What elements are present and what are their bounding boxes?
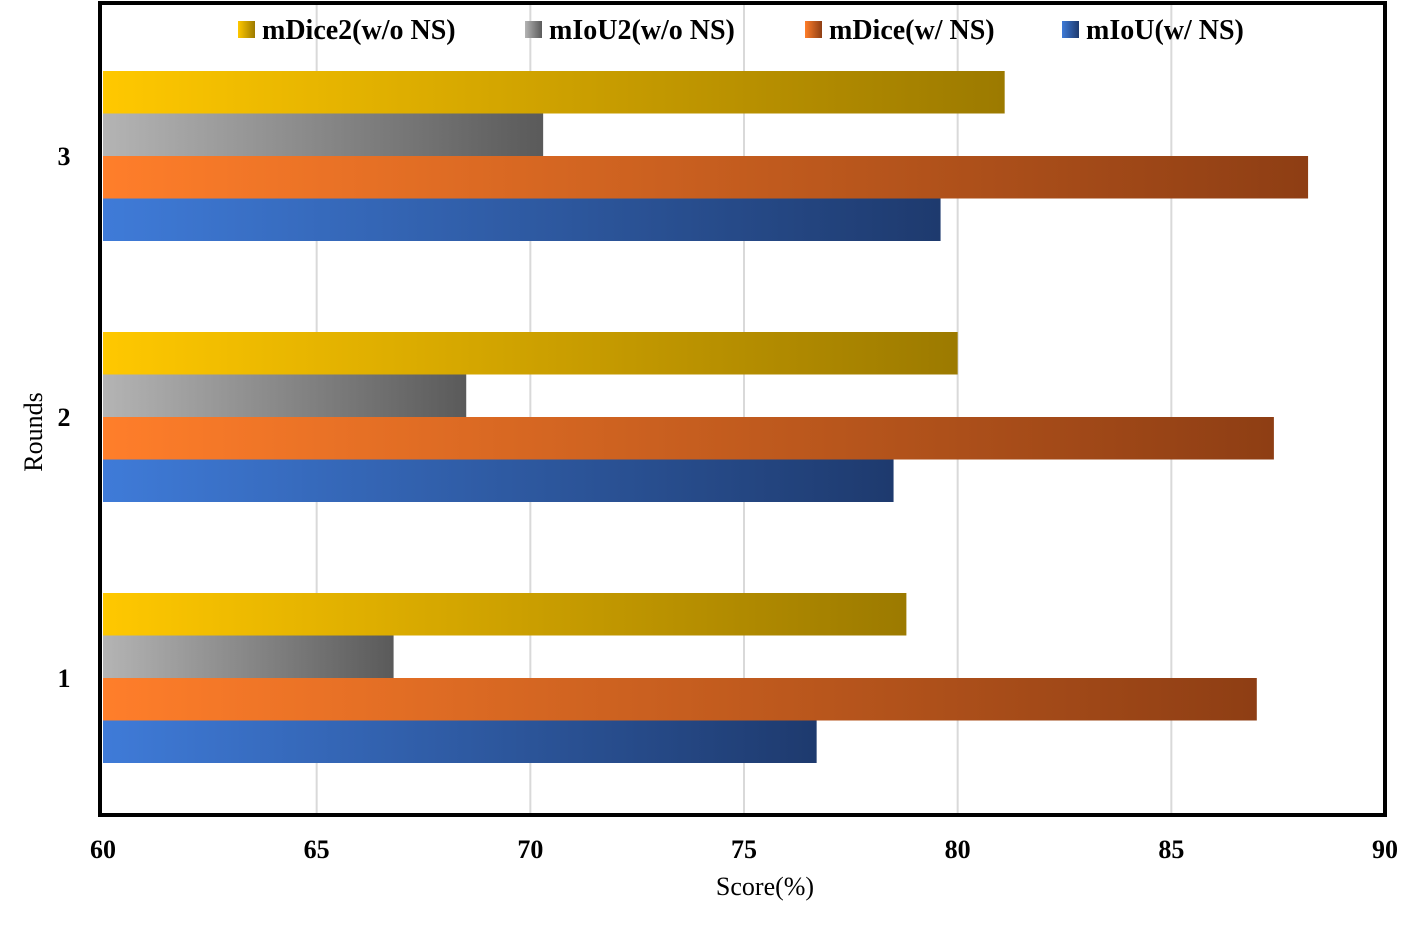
plot-frame: [98, 1, 1387, 817]
bar-mdice2-w-o-ns-round-1: [103, 593, 907, 636]
x-tick-label: 75: [731, 835, 757, 864]
legend-label-mdice-w-ns: mDice(w/ NS): [829, 15, 995, 46]
x-axis-title: Score(%): [716, 872, 814, 901]
y-tick-label: 1: [58, 664, 71, 693]
bar-miou2-w-o-ns-round-1: [103, 635, 394, 678]
bar-mdice2-w-o-ns-round-2: [103, 332, 958, 375]
bar-mdice-w-ns-round-2: [103, 417, 1274, 460]
legend: mDice2(w/o NS) mIoU2(w/o NS) mDice(w/ NS) m…: [238, 15, 1244, 46]
bar-miou2-w-o-ns-round-3: [103, 113, 544, 156]
legend-label-miou-w-ns: mIoU(w/ NS): [1086, 15, 1244, 46]
y-tick-label: 2: [58, 403, 71, 432]
x-tick-label: 65: [304, 835, 330, 864]
y-axis-title: Rounds: [19, 392, 48, 471]
y-tick-label: 3: [58, 142, 71, 171]
bar-miou-w-ns-round-3: [103, 198, 941, 241]
x-tick-label: 80: [945, 835, 971, 864]
legend-swatch-miou-w-ns: [1062, 21, 1079, 38]
y-tick-labels: 1 2 3: [58, 142, 71, 693]
legend-swatch-mdice2-w-o-ns: [238, 21, 255, 38]
bar-miou-w-ns-round-1: [103, 720, 817, 763]
x-tick-label: 90: [1372, 835, 1398, 864]
bar-mdice-w-ns-round-3: [103, 156, 1309, 199]
legend-label-mdice2-w-o-ns: mDice2(w/o NS): [262, 15, 456, 46]
bars: [103, 71, 1309, 763]
bar-miou-w-ns-round-2: [103, 459, 894, 502]
legend-swatch-miou2-w-o-ns: [525, 21, 542, 38]
x-tick-labels: 60 65 70 75 80 85 90: [90, 835, 1398, 864]
x-tick-label: 70: [517, 835, 543, 864]
x-tick-label: 60: [90, 835, 116, 864]
legend-label-miou2-w-o-ns: mIoU2(w/o NS): [549, 15, 735, 46]
bar-mdice-w-ns-round-1: [103, 678, 1257, 721]
legend-swatch-mdice-w-ns: [805, 21, 822, 38]
x-tick-label: 85: [1158, 835, 1184, 864]
bar-mdice2-w-o-ns-round-3: [103, 71, 1005, 114]
bar-miou2-w-o-ns-round-2: [103, 374, 467, 417]
